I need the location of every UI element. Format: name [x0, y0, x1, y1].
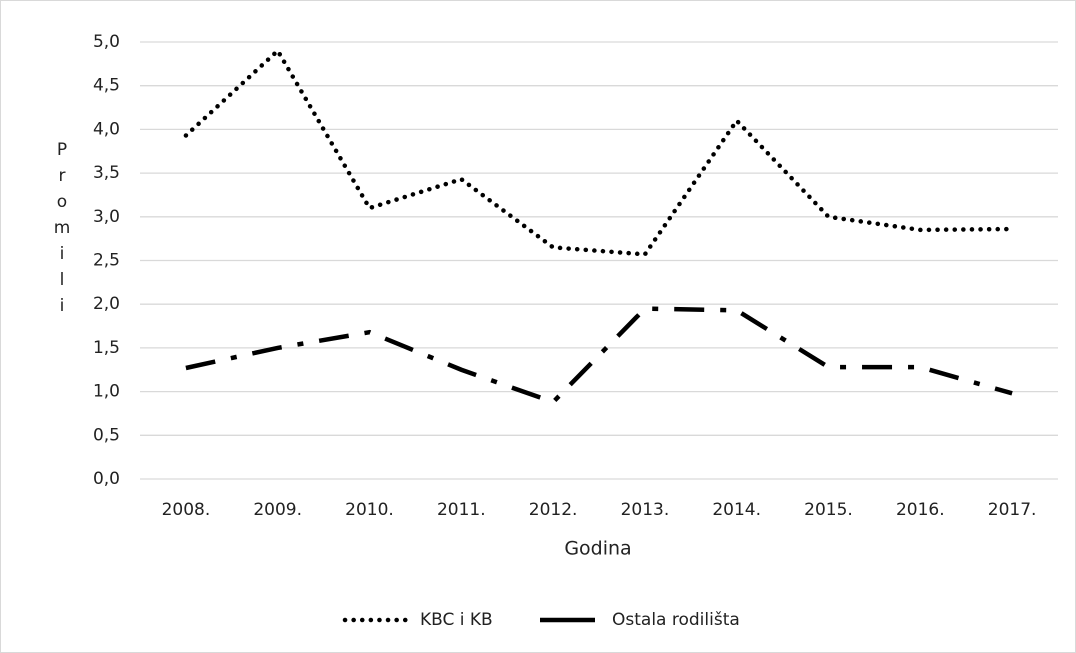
y-tick-label: 5,0	[93, 32, 120, 52]
x-tick-label: 2017.	[988, 500, 1037, 520]
x-tick-label: 2009.	[253, 500, 302, 520]
x-tick-label: 2011.	[437, 500, 486, 520]
x-axis-label: Godina	[564, 538, 631, 560]
y-tick-label: 0,5	[93, 425, 120, 445]
x-tick-label: 2013.	[621, 500, 670, 520]
x-tick-label: 2014.	[712, 500, 761, 520]
y-tick-label: 2,0	[93, 294, 120, 314]
x-tick-label: 2008.	[162, 500, 211, 520]
y-tick-label: 1,5	[93, 338, 120, 358]
y-tick-label: 3,5	[93, 163, 120, 183]
y-tick-label: 1,0	[93, 382, 120, 402]
y-tick-label: 4,0	[93, 119, 120, 139]
x-tick-label: 2012.	[529, 500, 578, 520]
y-tick-label: 2,5	[93, 251, 120, 271]
x-tick-label: 2015.	[804, 500, 853, 520]
y-tick-label: 0,0	[93, 469, 120, 489]
legend-label: KBC i KB	[420, 610, 493, 630]
x-tick-label: 2016.	[896, 500, 945, 520]
y-axis-label: Promili	[52, 140, 72, 322]
series-line	[183, 47, 1015, 257]
y-tick-label: 3,0	[93, 207, 120, 227]
legend-label: Ostala rodilišta	[612, 610, 740, 630]
y-tick-label: 4,5	[93, 76, 120, 96]
x-tick-label: 2010.	[345, 500, 394, 520]
series-line	[185, 306, 1013, 405]
